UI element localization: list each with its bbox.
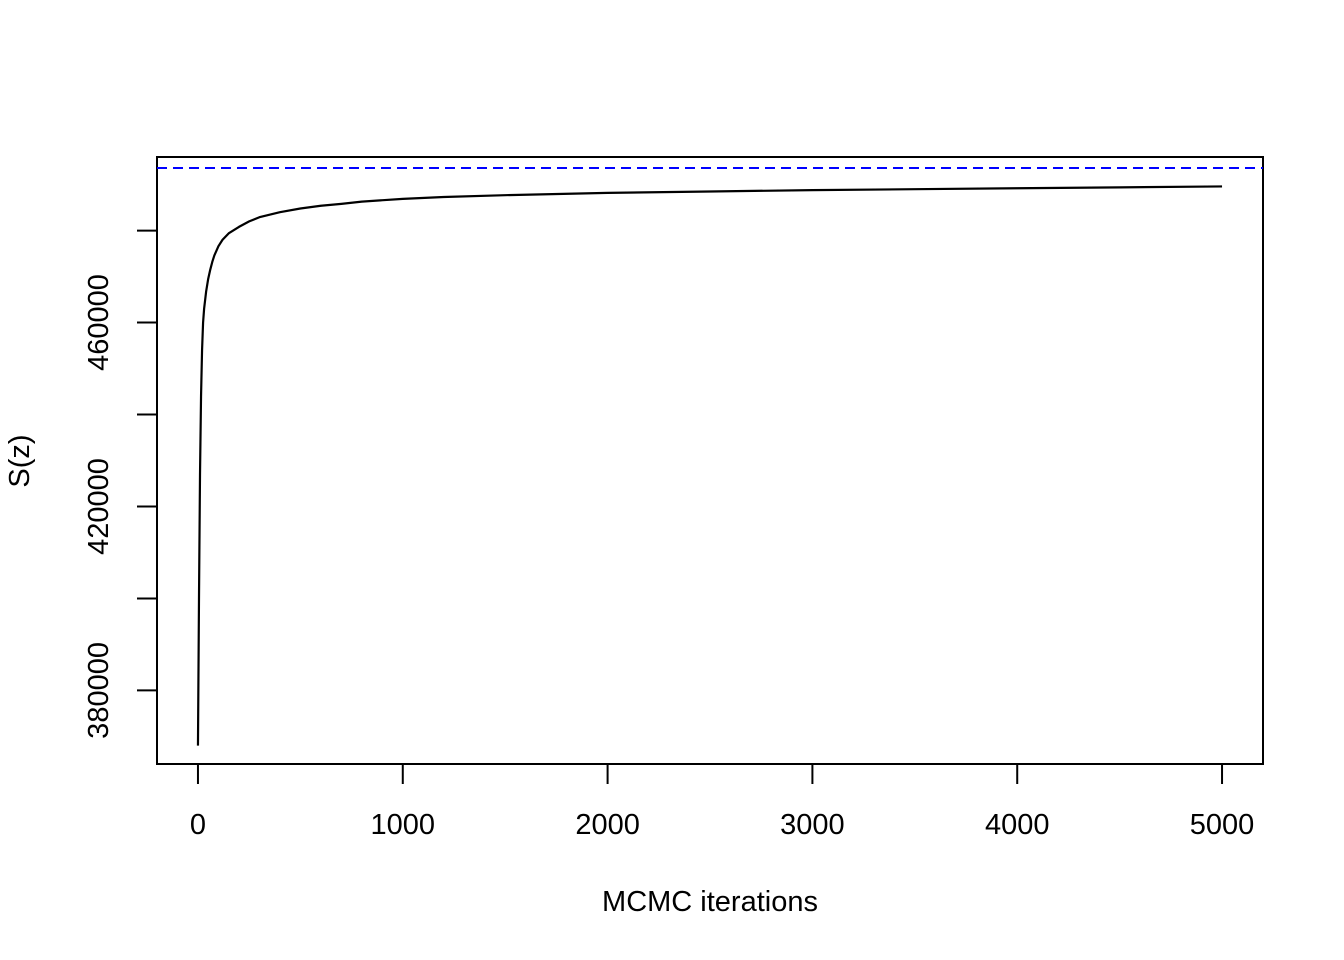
x-tick-label: 2000 [575, 809, 640, 841]
series-line [196, 185, 1223, 746]
plot-frame [156, 156, 1264, 765]
y-tick-label: 460000 [83, 274, 115, 371]
x-axis: 0 1000 2000 3000 4000 5000 [190, 763, 1255, 841]
x-tick-label: 4000 [985, 809, 1050, 841]
y-tick-label: 420000 [83, 458, 115, 555]
x-axis-label: MCMC iterations [602, 886, 818, 918]
y-axis-label: S(z) [4, 434, 36, 487]
x-tick-label: 5000 [1190, 809, 1255, 841]
x-tick-label: 0 [190, 809, 206, 841]
y-axis: 380000 420000 460000 [83, 229, 158, 739]
x-tick-label: 3000 [780, 809, 845, 841]
x-tick-label: 1000 [371, 809, 436, 841]
y-tick-label: 380000 [83, 642, 115, 739]
